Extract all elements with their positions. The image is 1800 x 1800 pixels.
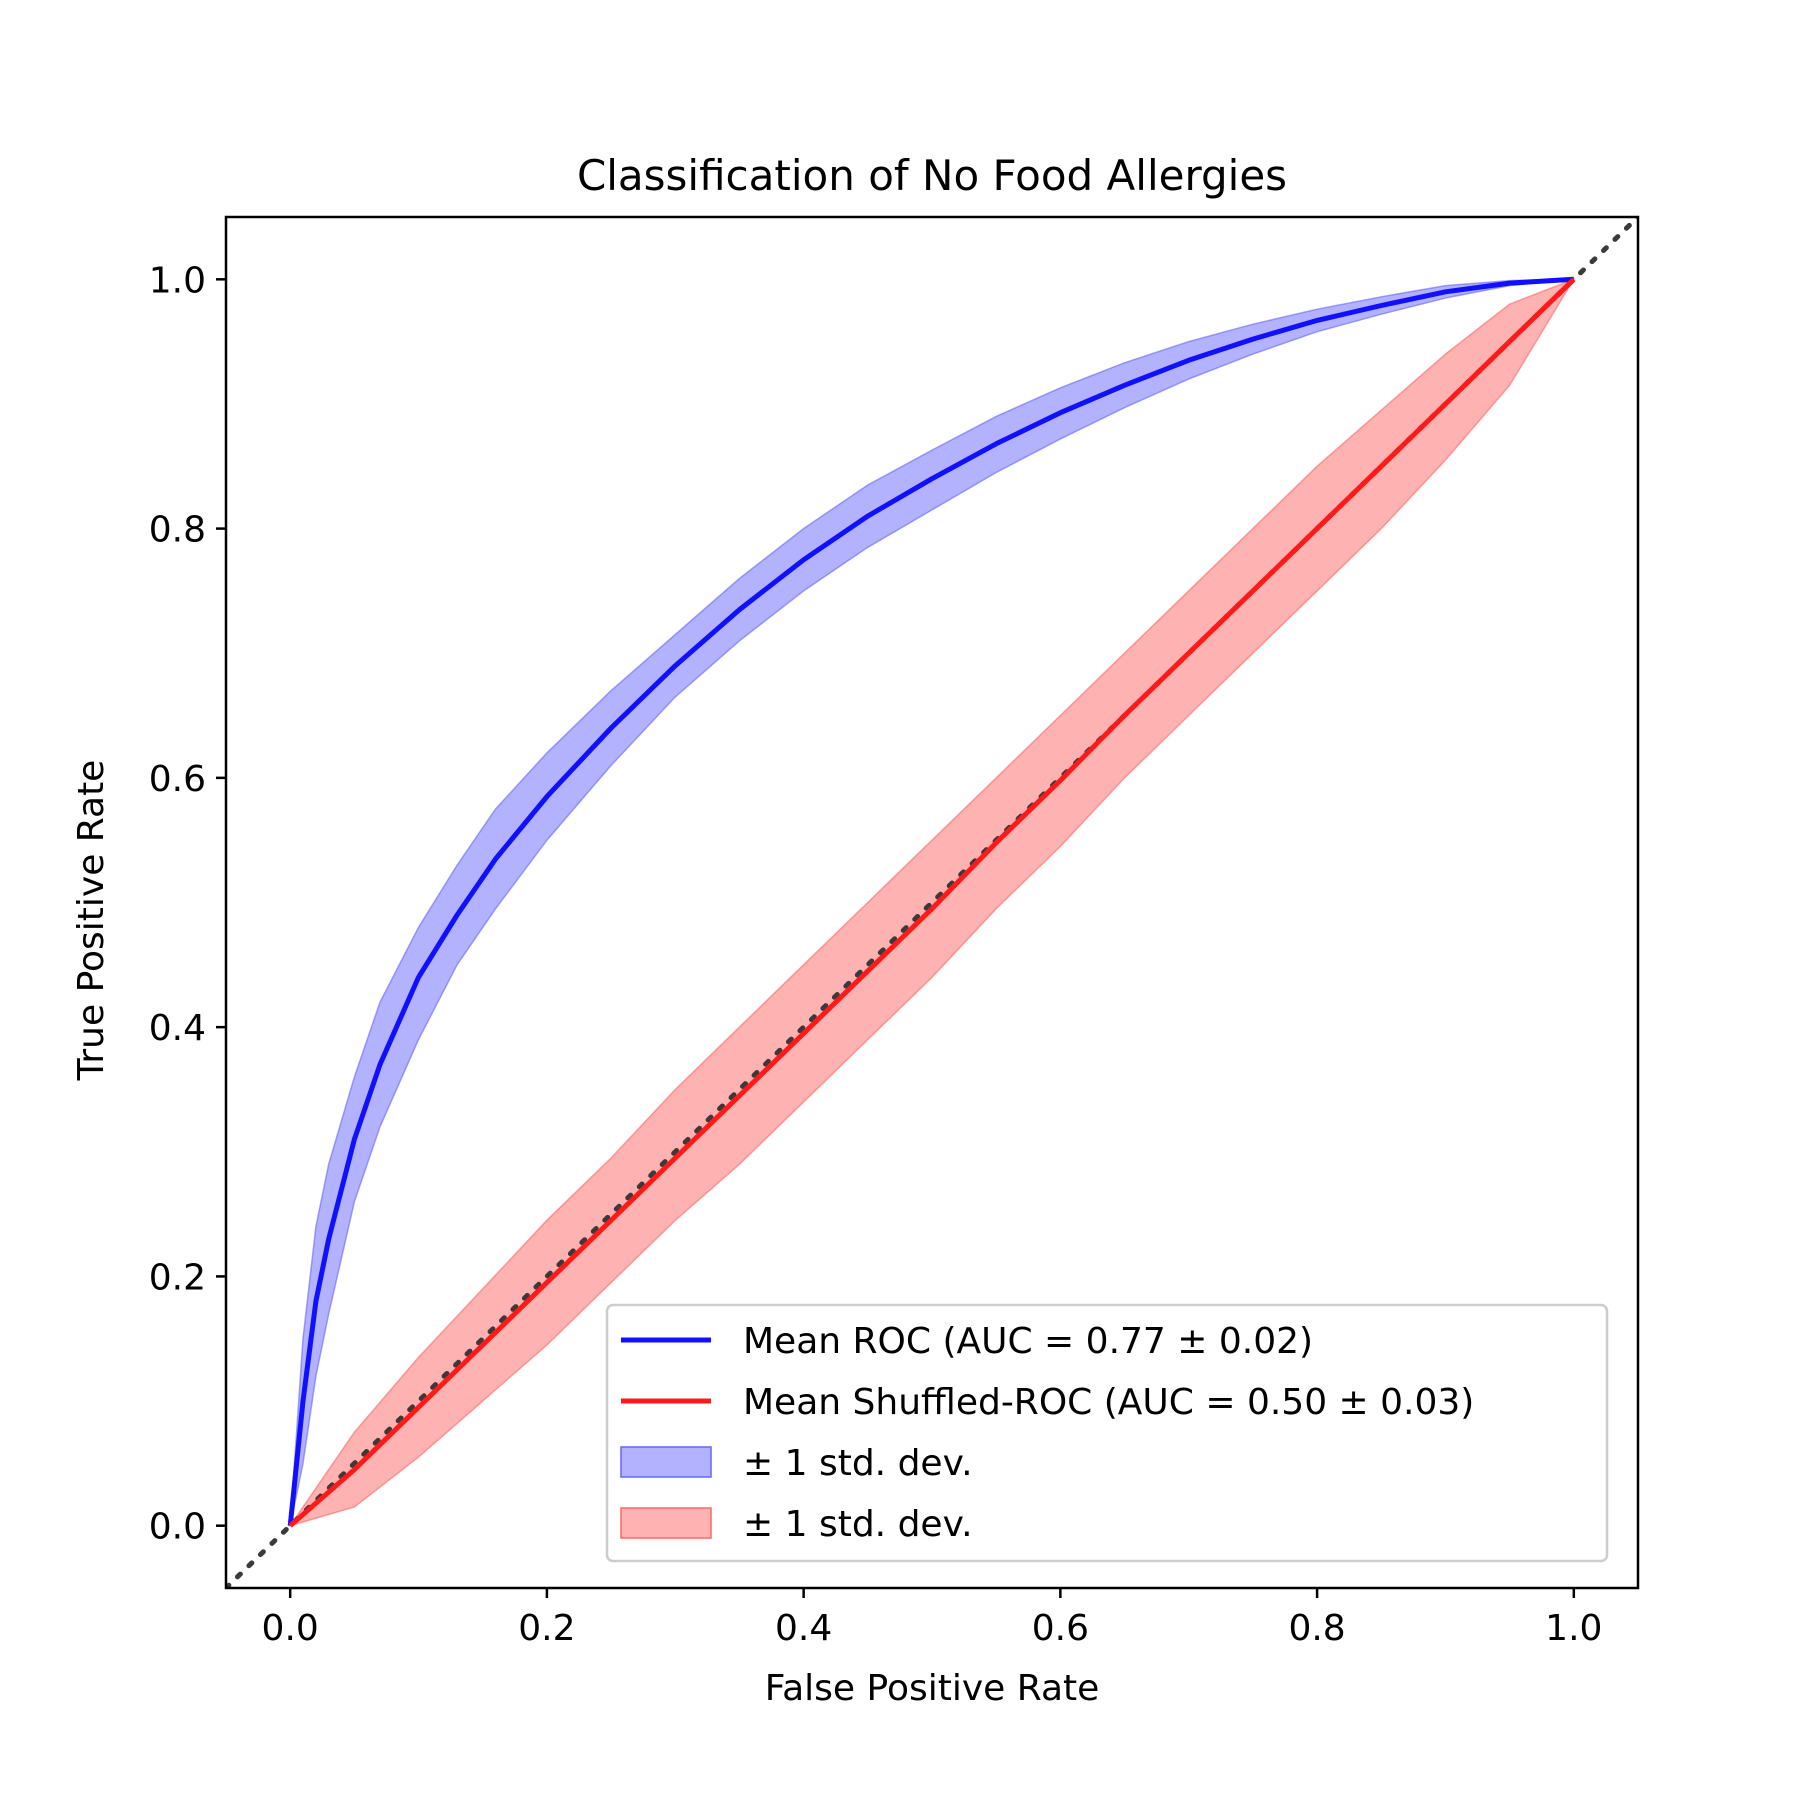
legend-box	[605, 1303, 1609, 1563]
y-tick-label: 0.8	[149, 510, 206, 551]
chart-title: Classification of No Food Allergies	[577, 151, 1287, 200]
x-tick-label: 1.0	[1545, 1608, 1602, 1649]
x-axis-label: False Positive Rate	[765, 1668, 1100, 1709]
x-tick-label: 0.6	[1032, 1608, 1089, 1649]
plot-frame	[224, 215, 1640, 1590]
mean-shuffled-roc-line	[288, 277, 1576, 1528]
x-tick-label: 0.8	[1288, 1608, 1345, 1649]
x-tick-label: 0.4	[775, 1608, 832, 1649]
mean-roc-line	[287, 276, 1574, 1526]
legend: Mean ROC (AUC = 0.77 ± 0.02) Mean Shuffle…	[605, 1303, 1609, 1563]
y-tick-label: 0.0	[149, 1507, 206, 1548]
y-tick-label: 0.6	[149, 759, 206, 800]
axes: 0.0 0.2 0.4 0.6 0.8 1.0 0.0 0.2 0.4 0.6 0.8 1.0	[149, 215, 1640, 1649]
y-tick-label: 1.0	[149, 260, 206, 301]
legend-item-shuffled-band-swatch	[620, 1507, 712, 1539]
y-tick-label: 0.2	[149, 1257, 206, 1298]
x-tick-label: 0.2	[518, 1608, 575, 1649]
y-axis-label: True Positive Rate	[71, 760, 112, 1082]
legend-item-roc-band-swatch	[620, 1446, 712, 1478]
legend-item-mean-roc-label: Mean ROC (AUC = 0.77 ± 0.02)	[743, 1321, 1313, 1362]
legend-item-mean-shuffled-roc-label: Mean Shuffled-ROC (AUC = 0.50 ± 0.03)	[743, 1382, 1474, 1423]
legend-item-roc-band-label: ± 1 std. dev.	[743, 1443, 973, 1484]
legend-item-shuffled-band-label: ± 1 std. dev.	[743, 1504, 973, 1545]
y-tick-label: 0.4	[149, 1008, 206, 1049]
x-tick-label: 0.0	[262, 1608, 319, 1649]
plot-area	[226, 217, 1638, 1588]
